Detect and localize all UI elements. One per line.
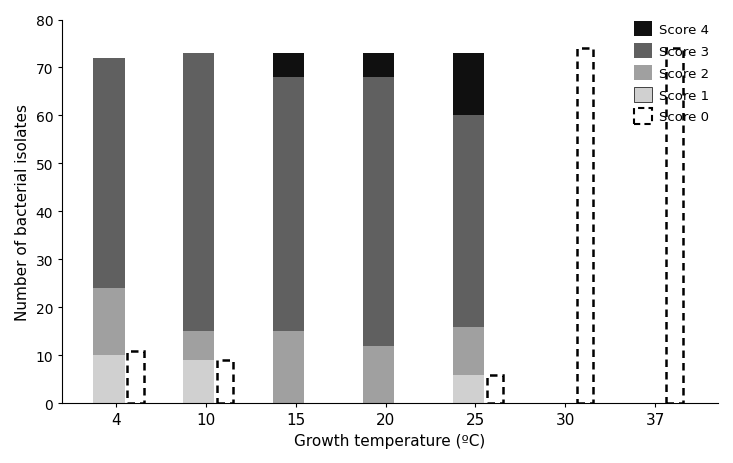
Bar [666, 49, 682, 404]
Bar [577, 49, 593, 404]
Bar [363, 78, 394, 346]
X-axis label: Growth temperature (ºC): Growth temperature (ºC) [295, 433, 486, 448]
Bar [363, 54, 394, 78]
Bar [183, 54, 215, 332]
Bar [93, 59, 125, 288]
Bar [273, 54, 304, 78]
Bar [487, 375, 503, 404]
Bar [93, 356, 125, 404]
Bar [363, 346, 394, 404]
Bar [273, 78, 304, 332]
Bar [452, 327, 484, 375]
Bar [128, 351, 144, 404]
Bar [452, 54, 484, 116]
Legend: Score 4, Score 3, Score 2, Score 1, Score 0: Score 4, Score 3, Score 2, Score 1, Scor… [631, 19, 712, 127]
Bar [93, 288, 125, 356]
Bar [217, 361, 233, 404]
Y-axis label: Number of bacterial isolates: Number of bacterial isolates [15, 104, 30, 320]
Bar [183, 332, 215, 361]
Bar [452, 116, 484, 327]
Bar [452, 375, 484, 404]
Bar [183, 361, 215, 404]
Bar [273, 332, 304, 404]
